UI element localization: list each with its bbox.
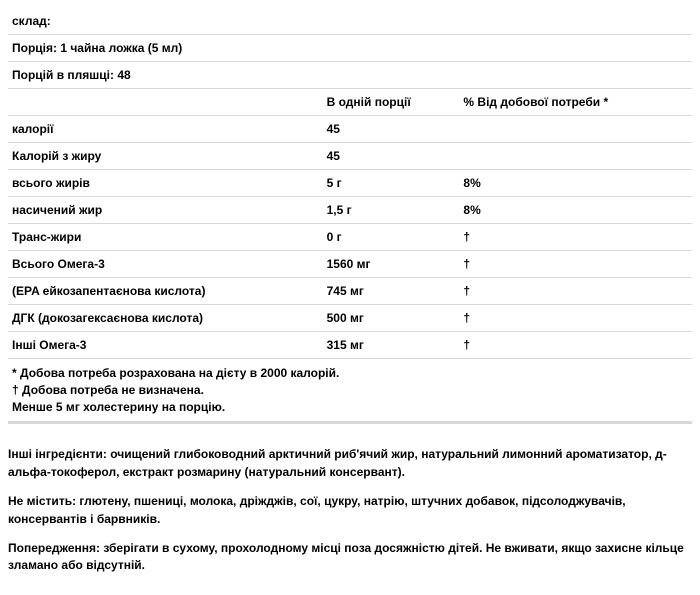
row-dv: 8% [459, 170, 692, 197]
row-dv [459, 143, 692, 170]
footnote-1: * Добова потреба розрахована на дієту в … [12, 365, 688, 382]
row-headers: В одній порції % Від добової потреби * [8, 89, 692, 116]
row-portions-count: Порцій в пляшці: 48 [8, 62, 692, 89]
row-dv: † [459, 278, 692, 305]
ingredients-paragraph: Інші інгредієнти: очищений глибоководний… [8, 446, 692, 481]
row-label: Інші Омега-3 [8, 332, 323, 359]
footnotes-cell: * Добова потреба розрахована на дієту в … [8, 359, 692, 422]
row-dv: † [459, 305, 692, 332]
row-sklad: склад: [8, 8, 692, 35]
row-amount: 45 [323, 143, 460, 170]
row-amount: 315 мг [323, 332, 460, 359]
row-label: Калорій з жиру [8, 143, 323, 170]
table-row: Інші Омега-3 315 мг † [8, 332, 692, 359]
table-row: насичений жир 1,5 г 8% [8, 197, 692, 224]
row-label: всього жирів [8, 170, 323, 197]
portions-count-label: Порцій в пляшці: 48 [8, 62, 692, 89]
row-amount: 5 г [323, 170, 460, 197]
row-amount: 1,5 г [323, 197, 460, 224]
footnote-3: Менше 5 мг холестерину на порцію. [12, 399, 688, 416]
table-row: всього жирів 5 г 8% [8, 170, 692, 197]
row-amount: 1560 мг [323, 251, 460, 278]
row-label: Всього Омега-3 [8, 251, 323, 278]
table-row: (EPA ейкозапентаєнова кислота) 745 мг † [8, 278, 692, 305]
body-text: Інші інгредієнти: очищений глибоководний… [8, 446, 692, 574]
portion-label: Порція: 1 чайна ложка (5 мл) [8, 35, 692, 62]
table-row: ДГК (докозагексаєнова кислота) 500 мг † [8, 305, 692, 332]
row-label: калорії [8, 116, 323, 143]
col-blank [8, 89, 323, 116]
table-row: калорії 45 [8, 116, 692, 143]
table-row: Всього Омега-3 1560 мг † [8, 251, 692, 278]
row-amount: 45 [323, 116, 460, 143]
table-row: Калорій з жиру 45 [8, 143, 692, 170]
row-dv: † [459, 251, 692, 278]
row-amount: 500 мг [323, 305, 460, 332]
row-footnotes: * Добова потреба розрахована на дієту в … [8, 359, 692, 422]
footnote-2: † Добова потреба не визначена. [12, 382, 688, 399]
row-amount: 745 мг [323, 278, 460, 305]
col-daily-value: % Від добової потреби * [459, 89, 692, 116]
row-thick-separator [8, 422, 692, 424]
row-label: Транс-жири [8, 224, 323, 251]
row-amount: 0 г [323, 224, 460, 251]
free-from-paragraph: Не містить: глютену, пшениці, молока, др… [8, 493, 692, 528]
row-portion: Порція: 1 чайна ложка (5 мл) [8, 35, 692, 62]
row-label: ДГК (докозагексаєнова кислота) [8, 305, 323, 332]
warning-paragraph: Попередження: зберігати в сухому, прохол… [8, 540, 692, 575]
row-label: (EPA ейкозапентаєнова кислота) [8, 278, 323, 305]
row-dv: 8% [459, 197, 692, 224]
thick-separator [8, 422, 692, 424]
sklad-label: склад: [8, 8, 692, 35]
row-label: насичений жир [8, 197, 323, 224]
col-per-serving: В одній порції [323, 89, 460, 116]
table-row: Транс-жири 0 г † [8, 224, 692, 251]
row-dv [459, 116, 692, 143]
nutrition-table: склад: Порція: 1 чайна ложка (5 мл) Порц… [8, 8, 692, 424]
row-dv: † [459, 332, 692, 359]
row-dv: † [459, 224, 692, 251]
